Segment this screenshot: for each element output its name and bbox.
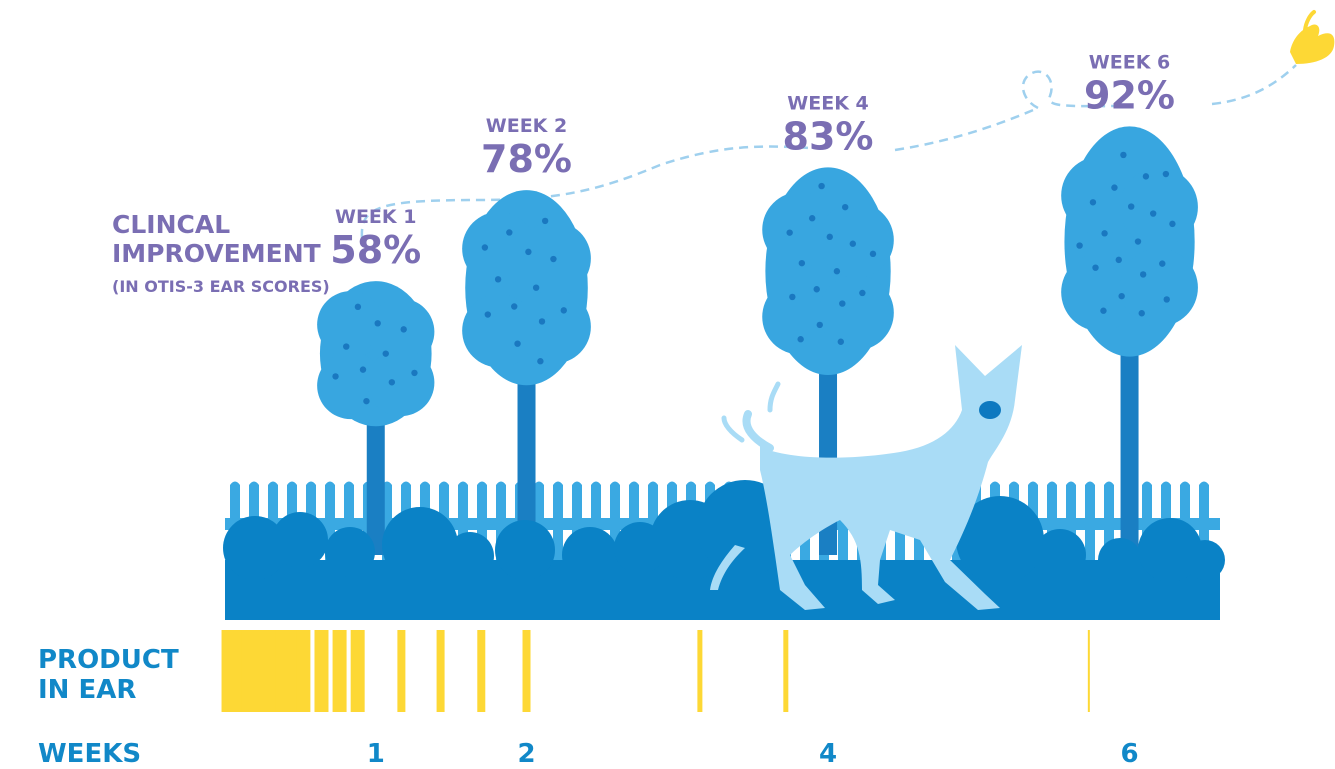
value-annotations: WEEK 158% WEEK 278% WEEK 483% WEEK 692%	[330, 51, 1175, 272]
bush	[446, 532, 494, 580]
product-application-bar	[397, 630, 406, 712]
bush	[272, 512, 328, 568]
value-label-4: 92%	[1084, 73, 1175, 117]
bush	[495, 520, 555, 580]
week-label-2: WEEK 2	[486, 115, 567, 137]
product-application-bar	[783, 630, 789, 712]
fence-picket	[1085, 481, 1095, 560]
fence-picket	[553, 481, 563, 560]
x-tick-label: 1	[367, 739, 385, 765]
product-application-bar	[296, 630, 311, 712]
x-tick-label: 2	[517, 739, 535, 765]
y-title-line2: IMPROVEMENT	[112, 239, 321, 268]
product-application-bar	[436, 630, 445, 712]
y-subtitle: (IN OTIS-3 EAR SCORES)	[112, 277, 330, 296]
product-application-bar	[1087, 630, 1090, 712]
x-tick-label: 6	[1120, 739, 1138, 765]
value-label-3: 83%	[783, 114, 874, 158]
product-label-line1: PRODUCT	[38, 645, 179, 675]
bush	[325, 527, 375, 577]
bush	[223, 516, 287, 580]
product-application-bar	[350, 630, 365, 712]
week-label-1: WEEK 1	[335, 206, 416, 228]
product-application-bar	[314, 630, 329, 712]
bush	[1185, 540, 1225, 580]
bush	[562, 527, 618, 583]
product-application-bar	[697, 630, 703, 712]
butterfly-icon	[1290, 10, 1335, 64]
y-title-line1: CLINCAL	[112, 210, 230, 239]
bush-ground	[223, 480, 1225, 620]
product-application-bar	[522, 630, 531, 712]
product-application-bar	[275, 630, 298, 712]
tree-markers	[317, 126, 1198, 555]
value-label-2: 78%	[481, 137, 572, 181]
product-application-bar	[221, 630, 244, 712]
product-in-ear-bars	[221, 630, 1090, 712]
tree-2	[462, 190, 591, 555]
product-application-bar	[332, 630, 347, 712]
bush	[1098, 538, 1142, 582]
tree-1	[317, 281, 435, 555]
week-label-4: WEEK 6	[1089, 51, 1170, 73]
product-application-bar	[477, 630, 486, 712]
bush	[1034, 529, 1086, 581]
value-label-1: 58%	[330, 228, 421, 272]
x-axis-label: WEEKS	[38, 739, 141, 765]
bush	[956, 496, 1044, 584]
product-application-bar	[259, 630, 282, 712]
x-tick-labels: 1 2 4 6	[367, 739, 1139, 769]
bush	[382, 507, 458, 583]
dog-illustration	[710, 345, 1022, 610]
product-application-bar	[241, 630, 264, 712]
x-tick-label: 4	[819, 739, 837, 765]
tree-4	[1061, 126, 1198, 555]
product-label-line2: IN EAR	[38, 675, 136, 705]
week-label-3: WEEK 4	[787, 92, 868, 114]
